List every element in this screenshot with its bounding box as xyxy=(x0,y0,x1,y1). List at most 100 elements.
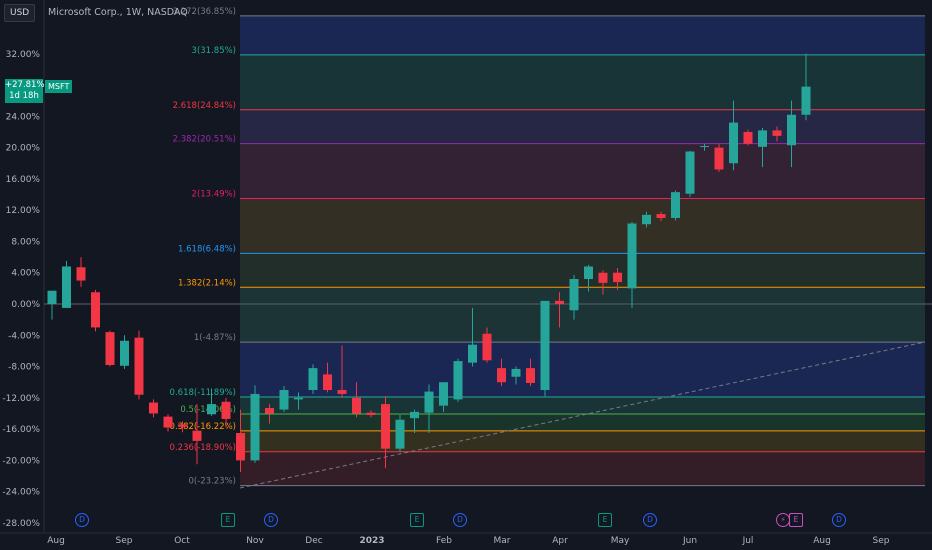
candle-body xyxy=(236,433,245,461)
bar-countdown-label: 1d 18h xyxy=(9,91,39,101)
candle-body xyxy=(47,290,57,304)
x-tick-label: Jun xyxy=(682,536,697,546)
y-tick-label: -16.00% xyxy=(2,425,40,435)
y-tick-label: 20.00% xyxy=(6,144,41,154)
x-tick-label: Mar xyxy=(494,536,511,546)
candle-body xyxy=(323,374,332,391)
x-tick-label: May xyxy=(611,536,630,546)
price-change-label: +27.81% xyxy=(5,80,45,90)
fib-level-label: 1.618(6.48%) xyxy=(178,244,236,254)
candle-body xyxy=(526,368,535,383)
y-tick-label: -4.00% xyxy=(8,331,40,341)
fib-zone xyxy=(240,253,925,288)
candle-body xyxy=(714,147,724,170)
candle-body xyxy=(163,416,173,428)
x-tick-label: Dec xyxy=(305,536,322,546)
candle-body xyxy=(134,337,144,395)
fib-level-label: 0.382(-16.22%) xyxy=(170,422,236,432)
fib-level-label: 0.236(-18.90%) xyxy=(170,443,236,453)
candle-body xyxy=(207,404,216,415)
trend-line xyxy=(239,341,926,489)
fib-level-label: 0(-23.23%) xyxy=(188,477,236,487)
fib-zone xyxy=(240,198,925,254)
candle-body xyxy=(453,361,463,400)
candle-body xyxy=(62,266,71,308)
candle-body xyxy=(627,223,637,289)
x-tick-label: Aug xyxy=(813,536,831,546)
candle-body xyxy=(178,424,187,427)
candle-body xyxy=(758,130,767,147)
y-tick-label: 12.00% xyxy=(6,206,41,216)
candle-body xyxy=(743,131,753,144)
candle-body xyxy=(540,300,550,391)
y-tick-label: 16.00% xyxy=(6,175,41,185)
x-tick-label: Apr xyxy=(552,536,568,546)
y-tick-label: -12.00% xyxy=(2,394,40,404)
candle-body xyxy=(105,332,115,365)
candle-body xyxy=(772,130,782,136)
fib-zone xyxy=(240,430,925,452)
fib-zone xyxy=(240,342,925,397)
earnings-event-icon[interactable]: E xyxy=(598,513,612,527)
fib-level-label: 1.382(2.14%) xyxy=(178,278,236,288)
candle-body xyxy=(395,419,405,449)
candle-body xyxy=(801,86,811,115)
currency-button[interactable]: USD xyxy=(4,4,36,22)
dividend-event-icon[interactable]: D xyxy=(453,513,467,527)
x-tick-label: Jul xyxy=(742,536,754,546)
fib-level-label: 2.618(24.84%) xyxy=(173,101,236,111)
candle-body xyxy=(569,278,579,311)
candle-body xyxy=(279,390,289,410)
y-tick-label: -28.00% xyxy=(2,519,40,529)
earnings-event-icon[interactable]: E xyxy=(410,513,424,527)
candle-body xyxy=(685,151,695,194)
candle-body xyxy=(381,404,390,449)
x-tick-label: Sep xyxy=(116,536,133,546)
candle-body xyxy=(149,402,158,414)
y-tick-label: 24.00% xyxy=(6,112,41,122)
fib-zone xyxy=(240,109,925,144)
earnings-event-icon[interactable]: E xyxy=(789,513,803,527)
candle-body xyxy=(76,267,86,281)
y-tick-label: 4.00% xyxy=(11,269,40,279)
x-tick-label: Oct xyxy=(174,536,190,546)
x-tick-label: Aug xyxy=(47,536,65,546)
candle-body xyxy=(468,344,477,363)
candle-body xyxy=(221,401,231,419)
candle-body xyxy=(424,391,434,413)
dividend-event-icon[interactable]: D xyxy=(75,513,89,527)
candle-body xyxy=(555,300,564,304)
fib-level-label: 0.618(-11.89%) xyxy=(170,388,236,398)
candle-body xyxy=(352,397,361,414)
candle-body xyxy=(598,272,608,283)
dividend-event-icon[interactable]: D xyxy=(832,513,846,527)
y-tick-label: 32.00% xyxy=(6,50,41,60)
symbol-title: Microsoft Corp., 1W, NASDAQ xyxy=(48,7,188,18)
fib-zone xyxy=(240,396,925,414)
fib-zone xyxy=(240,143,925,199)
candle-body xyxy=(671,192,680,218)
candle-body xyxy=(656,214,666,218)
dividend-event-icon[interactable]: D xyxy=(264,513,278,527)
dividend-event-icon[interactable]: D xyxy=(643,513,657,527)
candle-body xyxy=(250,393,260,461)
split-event-icon[interactable]: ⚡ xyxy=(776,513,790,527)
y-tick-label: 0.00% xyxy=(11,300,40,310)
y-tick-label: -24.00% xyxy=(2,488,40,498)
last-price-tag: +27.81% 1d 18h xyxy=(5,79,45,103)
candle-body xyxy=(511,368,521,377)
candle-body xyxy=(439,382,448,406)
y-tick-label: -20.00% xyxy=(2,456,40,466)
y-tick-label: 8.00% xyxy=(11,237,40,247)
symbol-tag: MSFT xyxy=(45,80,73,93)
fib-zone xyxy=(240,287,925,343)
candle-body xyxy=(337,390,347,394)
candle-body xyxy=(613,272,622,283)
earnings-event-icon[interactable]: E xyxy=(221,513,235,527)
candle-body xyxy=(192,430,202,441)
x-tick-label: 2023 xyxy=(359,536,384,546)
fib-zone xyxy=(240,451,925,486)
candle-body xyxy=(700,146,709,148)
